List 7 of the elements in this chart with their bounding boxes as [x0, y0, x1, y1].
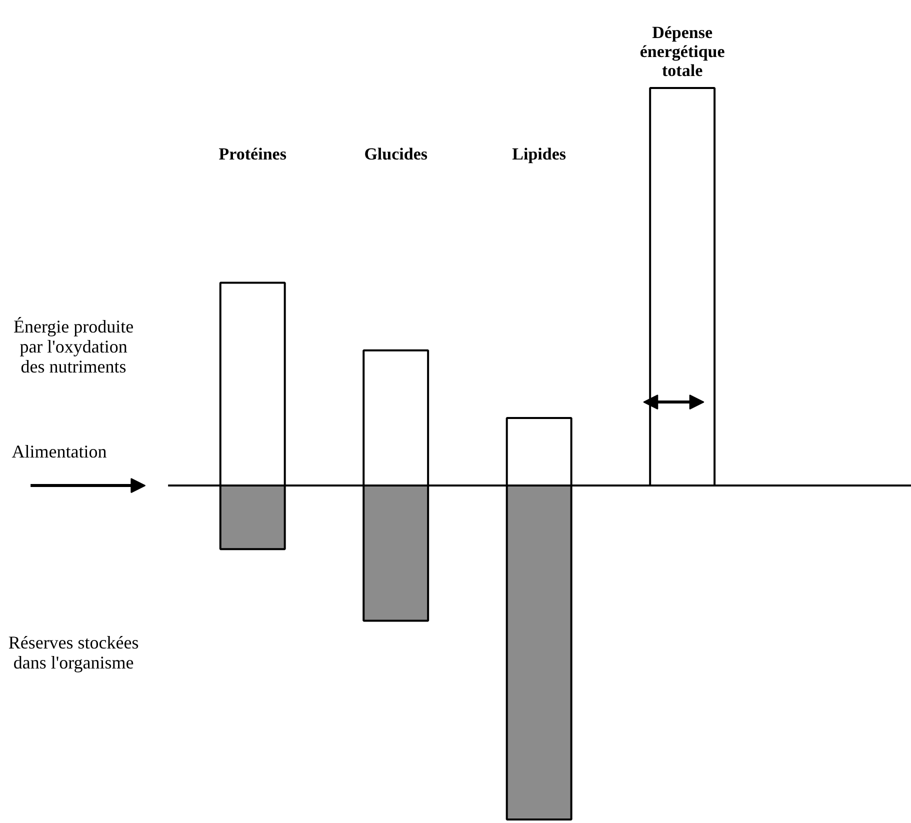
text: Réserves stockées dans l'organisme — [8, 632, 139, 673]
x-tick-label: Glucides — [364, 144, 428, 164]
x-tick-label: Protéines — [218, 144, 287, 164]
text: Énergie produite par l'oxydation des nutriments — [13, 316, 134, 376]
x-tick-label: Lipides — [512, 144, 566, 164]
text: Alimentation — [12, 442, 107, 462]
x-tick-label: Dépense énergétique totale — [640, 23, 726, 80]
